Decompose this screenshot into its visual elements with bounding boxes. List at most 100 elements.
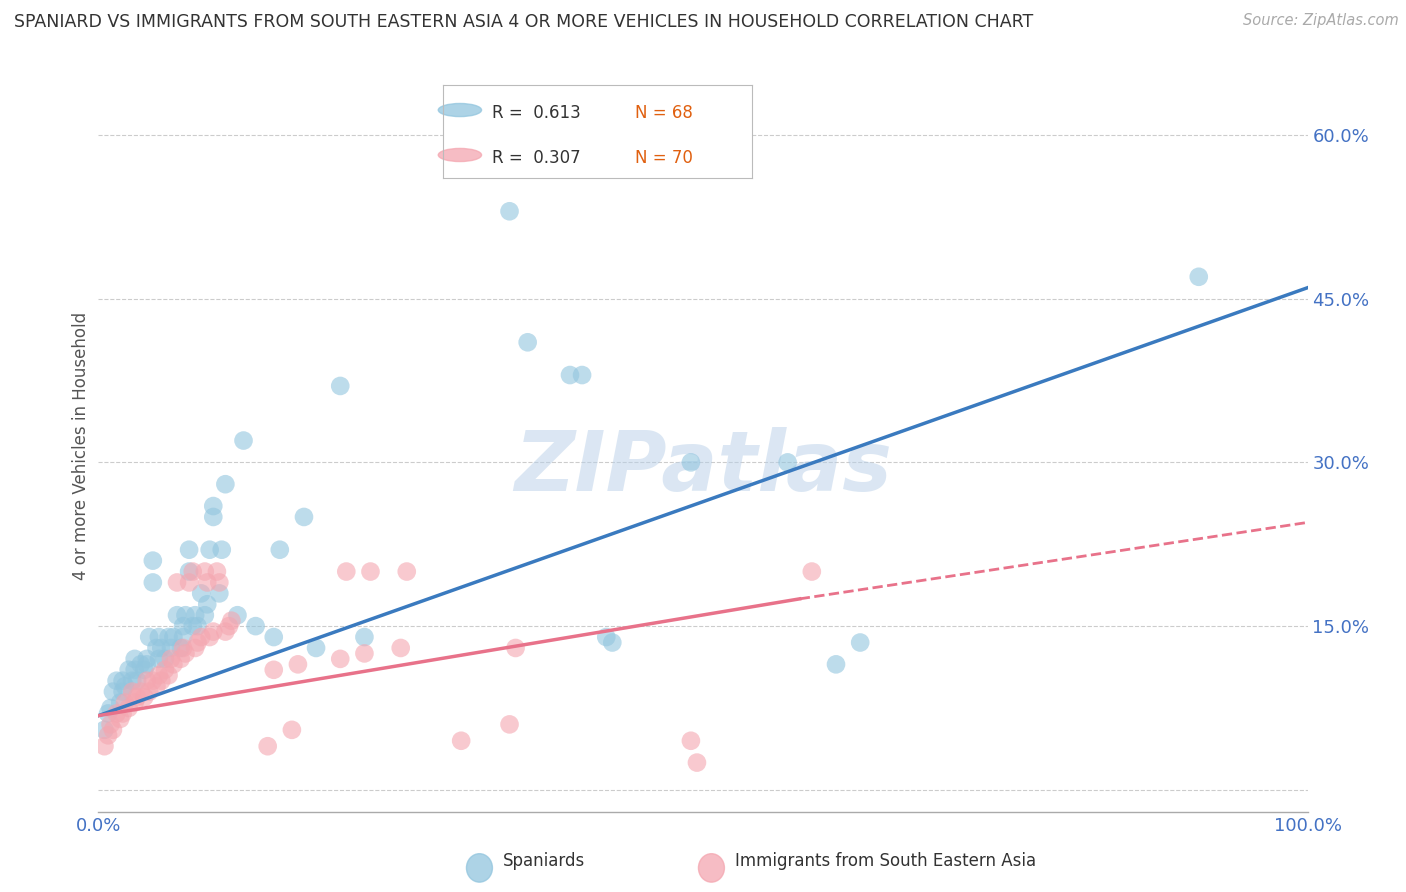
Point	[153, 663, 176, 677]
Point	[138, 630, 160, 644]
Point	[202, 624, 225, 639]
Text: ZIPatlas: ZIPatlas	[515, 427, 891, 508]
Point	[263, 630, 285, 644]
Point	[208, 575, 231, 590]
Point	[194, 565, 217, 579]
Point	[218, 619, 240, 633]
Point	[245, 619, 267, 633]
Point	[114, 696, 136, 710]
Point	[145, 679, 167, 693]
Point	[134, 690, 156, 704]
Text: R =  0.613: R = 0.613	[492, 103, 581, 122]
Circle shape	[439, 103, 482, 117]
Point	[281, 723, 304, 737]
Text: SPANIARD VS IMMIGRANTS FROM SOUTH EASTERN ASIA 4 OR MORE VEHICLES IN HOUSEHOLD C: SPANIARD VS IMMIGRANTS FROM SOUTH EASTER…	[14, 13, 1033, 31]
Point	[263, 663, 285, 677]
Point	[287, 657, 309, 672]
Point	[166, 608, 188, 623]
Text: N = 68: N = 68	[634, 103, 693, 122]
Point	[142, 673, 165, 688]
Point	[190, 586, 212, 600]
Point	[124, 663, 146, 677]
Circle shape	[467, 854, 492, 882]
Point	[172, 619, 194, 633]
Point	[187, 619, 209, 633]
Point	[97, 728, 120, 742]
Point	[181, 565, 204, 579]
Point	[600, 635, 623, 649]
Point	[100, 717, 122, 731]
Point	[160, 652, 183, 666]
Point	[177, 565, 201, 579]
Point	[121, 673, 143, 688]
Point	[686, 756, 709, 770]
Point	[174, 647, 197, 661]
Point	[101, 684, 124, 698]
Point	[389, 640, 412, 655]
Point	[211, 542, 233, 557]
Point	[184, 640, 207, 655]
Text: N = 70: N = 70	[634, 149, 693, 167]
Point	[172, 640, 194, 655]
Point	[214, 624, 236, 639]
Point	[214, 477, 236, 491]
Point	[800, 565, 823, 579]
Point	[111, 673, 134, 688]
Point	[142, 575, 165, 590]
Point	[93, 723, 115, 737]
Point	[1188, 269, 1211, 284]
Point	[825, 657, 848, 672]
Point	[679, 455, 702, 469]
Point	[190, 630, 212, 644]
Point	[498, 204, 520, 219]
Point	[329, 379, 352, 393]
Point	[776, 455, 799, 469]
Text: Source: ZipAtlas.com: Source: ZipAtlas.com	[1243, 13, 1399, 29]
Text: R =  0.307: R = 0.307	[492, 149, 581, 167]
Point	[121, 684, 143, 698]
Point	[187, 635, 209, 649]
Y-axis label: 4 or more Vehicles in Household: 4 or more Vehicles in Household	[72, 312, 90, 580]
Point	[198, 542, 221, 557]
Point	[111, 684, 134, 698]
Point	[195, 575, 218, 590]
Point	[177, 542, 201, 557]
Point	[194, 608, 217, 623]
Point	[166, 575, 188, 590]
Point	[516, 335, 538, 350]
Point	[129, 657, 152, 672]
Point	[148, 668, 170, 682]
Point	[172, 630, 194, 644]
Point	[184, 608, 207, 623]
Point	[114, 679, 136, 693]
Point	[181, 619, 204, 633]
Text: Spaniards: Spaniards	[503, 852, 585, 870]
Point	[169, 640, 191, 655]
Point	[124, 652, 146, 666]
Point	[105, 706, 128, 721]
Point	[208, 586, 231, 600]
Point	[335, 565, 357, 579]
Point	[148, 652, 170, 666]
Point	[145, 640, 167, 655]
Point	[169, 652, 191, 666]
Point	[305, 640, 328, 655]
Point	[558, 368, 581, 382]
Point	[127, 673, 149, 688]
Point	[202, 499, 225, 513]
Point	[134, 663, 156, 677]
Point	[129, 684, 152, 698]
Point	[256, 739, 278, 754]
Point	[329, 652, 352, 666]
Point	[135, 652, 157, 666]
Point	[124, 696, 146, 710]
Point	[157, 630, 180, 644]
Point	[360, 565, 382, 579]
Point	[150, 640, 173, 655]
Point	[101, 723, 124, 737]
Point	[148, 630, 170, 644]
Point	[142, 554, 165, 568]
Point	[205, 565, 228, 579]
Point	[174, 608, 197, 623]
Point	[100, 701, 122, 715]
